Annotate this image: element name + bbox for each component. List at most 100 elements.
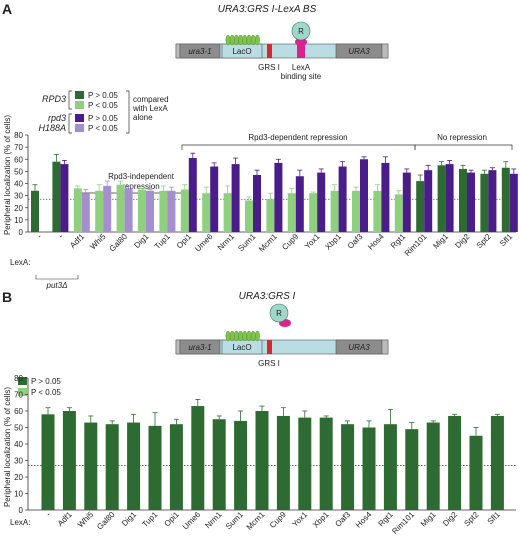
bar-mcm1-s1 (274, 162, 283, 232)
legend-bracket-right (126, 90, 130, 134)
bar--s0 (31, 190, 39, 232)
x-tick-label: Opi1 (175, 232, 194, 251)
group-independent-line-2: repression (122, 182, 159, 191)
bar-hos4-s1 (381, 162, 390, 232)
legend-b-swatch-dark-green (18, 377, 27, 385)
y-tick-label: 20 (14, 473, 23, 482)
bar-rgt1-s0 (394, 194, 403, 232)
laco-loop (229, 330, 235, 342)
laco-loop (229, 34, 235, 46)
bar-opi1-s0 (169, 424, 183, 510)
x-tick-label: Yox1 (303, 232, 322, 251)
bar-dig2-s0 (448, 415, 462, 510)
x-tick-label: Spt2 (475, 232, 493, 250)
x-tick-label: Nrm1 (203, 510, 224, 531)
y-tick-label: 60 (14, 407, 23, 416)
x-tick-label: Mcm1 (257, 232, 279, 254)
legend-rpd3-label: RPD3 (42, 94, 66, 104)
x-tick-label: Dig1 (132, 232, 150, 250)
y-tick-label: 20 (14, 204, 23, 213)
x-tick-label: Sfl1 (498, 232, 515, 249)
bar-yox1-s0 (298, 417, 312, 510)
y-tick-label: 60 (14, 155, 23, 164)
x-tick-label: Oaf3 (333, 510, 352, 529)
bracket-none (414, 144, 513, 150)
x-tick-label: Dig2 (453, 232, 471, 250)
y-tick-label: 70 (14, 391, 23, 400)
bar-sum1-s0 (245, 200, 253, 232)
x-tick-label: - (35, 232, 43, 240)
x-tick-label: Hos4 (354, 510, 374, 530)
bar-rim101-s1 (424, 170, 433, 232)
locus-cap-right-b (381, 339, 389, 355)
bar-nrm1-s0 (223, 193, 232, 232)
legend-swatch-light-purple (75, 124, 84, 132)
x-tick-label: Sfl1 (486, 510, 503, 527)
x-tick-label: Sum1 (224, 510, 246, 532)
x-tick-label: Mig1 (431, 232, 450, 251)
bar-rgt1-s0 (383, 424, 397, 510)
y-tick-label: 80 (14, 131, 23, 140)
bar-yox1-s0 (309, 193, 318, 232)
group-none-label: No repression (437, 133, 487, 142)
locus-cap-left-a (175, 43, 181, 59)
laco-repeats-b (225, 330, 260, 342)
x-tick-label: Nrm1 (216, 232, 237, 253)
legend-a: RPD3 rpd3 H188A P > 0.05 P < 0.05 P > 0.… (38, 90, 169, 134)
laco-loop (250, 34, 256, 46)
bar-sum1-s0 (234, 420, 248, 510)
legend-b-p-lt: P < 0.05 (31, 388, 61, 397)
bar-yox1-s1 (317, 172, 326, 232)
bar-sfl1-s0 (490, 415, 504, 510)
bar-sfl1-s1 (509, 173, 518, 232)
bar-rim101-s0 (405, 429, 419, 510)
x-tick-label: Sum1 (236, 232, 258, 254)
grs-label-b: GRS I (258, 359, 280, 368)
laco-loop (238, 330, 244, 342)
bar-ume6-s0 (191, 406, 205, 510)
laco-loop (254, 34, 260, 46)
x-tick-label: Ume6 (193, 232, 215, 254)
put3-label: put3Δ (46, 281, 68, 290)
bar--s0 (52, 161, 61, 232)
x-tick-label: Mcm1 (245, 510, 267, 532)
lexa-site-a (297, 44, 305, 58)
bar-sfl1-s0 (501, 167, 510, 232)
x-tick-label: Yox1 (290, 510, 309, 529)
x-tick-label: Opi1 (162, 510, 181, 529)
laco-loop (250, 330, 256, 342)
bar-whi5-s0 (84, 422, 98, 510)
group-labels-a: Rpd3-independent repression Rpd3-depende… (108, 133, 487, 191)
legend-p-gt-purple: P > 0.05 (88, 114, 118, 123)
bar-nrm1-s0 (212, 419, 226, 510)
legend-swatch-dark-green (75, 91, 84, 99)
lexa-label-a: LexA (292, 63, 311, 72)
x-tick-label: Rgt1 (376, 510, 395, 529)
bar-spt2-s0 (480, 173, 489, 232)
x-tick-label: Tup1 (140, 510, 159, 529)
laco-loop (233, 330, 239, 342)
y-tick-label: 30 (14, 457, 23, 466)
x-tick-label: Gal80 (108, 232, 130, 254)
bar-opi1-s1 (188, 158, 197, 232)
legend-swatch-dark-purple (75, 114, 84, 122)
x-tick-label: - (44, 510, 52, 518)
bar-gal80-s0 (105, 424, 119, 510)
r-label-b: R (276, 309, 282, 318)
binding-site-label-a: binding site (281, 72, 322, 81)
r-protein-b (269, 303, 289, 323)
bar-dig1-s1 (146, 190, 154, 232)
x-tick-label: Rgt1 (389, 232, 408, 251)
laco-label-b: LacO (232, 343, 251, 352)
legend-rpd3-h188a-label-2: H188A (38, 123, 66, 133)
bar-spt2-s1 (488, 170, 497, 232)
bar-gal80-s1 (124, 188, 133, 232)
x-tick-label: Ume6 (181, 510, 203, 532)
legend-rpd3-h188a-label-1: rpd3 (48, 113, 66, 123)
lexa-row-label-a: LexA: (10, 258, 30, 267)
x-tick-label: Whi5 (76, 510, 96, 530)
bar-nrm1-s1 (231, 164, 240, 232)
bar-hos4-s0 (373, 190, 382, 232)
